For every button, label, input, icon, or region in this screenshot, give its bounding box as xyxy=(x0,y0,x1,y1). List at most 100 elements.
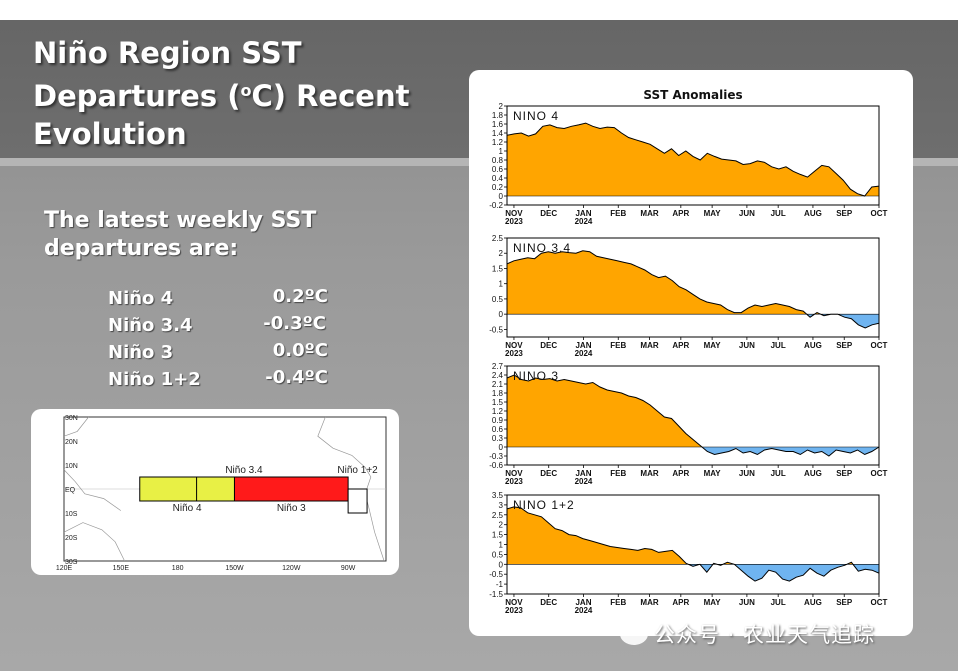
reading-name: Niño 3.4 xyxy=(108,315,193,336)
x-tick-label: FEB xyxy=(610,469,626,478)
reading-nino12: Niño 1+2 -0.4ºC xyxy=(108,367,348,394)
x-tick-label: NOV xyxy=(505,341,523,350)
x-year-label: 2023 xyxy=(505,606,523,615)
y-tick-label: 0.3 xyxy=(492,434,504,443)
watermark: 公众号 · 农业天气追踪 xyxy=(620,619,875,649)
x-tick-label: APR xyxy=(672,598,689,607)
x-tick-label: MAY xyxy=(704,469,722,478)
x-tick-label: JUN xyxy=(739,209,755,218)
x-tick-label: SEP xyxy=(836,209,853,218)
sst-anomalies-chart-panel: SST Anomalies 2 1.8 1.6 1.4 1.2 1 0.8 0.6 0.4 0.2 0… xyxy=(469,70,913,636)
panel-frame xyxy=(506,237,880,338)
region-label: Niño 1+2 xyxy=(337,465,378,476)
region-label: Niño 3 xyxy=(277,503,306,514)
x-tick-label: FEB xyxy=(610,209,626,218)
x-tick-label: MAR xyxy=(640,341,658,350)
reading-nino34: Niño 3.4 -0.3ºC xyxy=(108,313,348,340)
x-tick-label: MAR xyxy=(640,469,658,478)
lat-tick-label: 20N xyxy=(65,439,78,446)
x-year-label: 2024 xyxy=(575,606,593,615)
reading-name: Niño 1+2 xyxy=(108,369,201,390)
x-tick-label: JAN xyxy=(575,209,591,218)
lon-tick-label: 150W xyxy=(225,565,244,572)
x-tick-label: APR xyxy=(672,469,689,478)
reading-value: 0.2ºC xyxy=(272,286,328,307)
watermark-text: 公众号 · 农业天气追踪 xyxy=(654,623,876,647)
x-tick-label: MAY xyxy=(704,209,722,218)
x-tick-label: APR xyxy=(672,341,689,350)
x-tick-label: AUG xyxy=(804,598,822,607)
x-tick-label: MAY xyxy=(704,341,722,350)
negative-anomaly-area xyxy=(507,447,879,456)
x-tick-label: JUN xyxy=(739,598,755,607)
x-tick-label: DEC xyxy=(540,598,557,607)
nino-region-map: Niño 4 Niño 3.4 Niño 3 Niño 1+2 30N 20N 10N EQ 1… xyxy=(56,415,387,572)
y-tick-label: 1 xyxy=(499,541,504,550)
panel-frame xyxy=(506,105,880,206)
y-tick-label: 0.6 xyxy=(492,165,504,174)
y-tick-label: 2.1 xyxy=(492,380,504,389)
x-tick-label: OCT xyxy=(871,209,888,218)
x-tick-label: SEP xyxy=(836,469,853,478)
x-tick-label: NOV xyxy=(505,209,523,218)
anomaly-line xyxy=(506,374,880,457)
x-tick-label: MAR xyxy=(640,598,658,607)
reading-name: Niño 4 xyxy=(108,288,174,309)
slide-title-degree: o xyxy=(240,81,252,100)
lat-tick-label: 10S xyxy=(65,511,78,518)
x-tick-label: APR xyxy=(672,209,689,218)
y-tick-label: 0 xyxy=(499,560,504,569)
y-tick-label: 1.5 xyxy=(492,398,504,407)
y-tick-label: 2 xyxy=(499,521,504,530)
x-year-label: 2024 xyxy=(575,477,593,486)
x-tick-label: NOV xyxy=(505,469,523,478)
lat-tick-label: 20S xyxy=(65,535,78,542)
y-tick-label: 1.5 xyxy=(492,531,504,540)
x-tick-label: FEB xyxy=(610,598,626,607)
y-tick-label: 1.8 xyxy=(492,111,504,120)
reading-nino3: Niño 3 0.0ºC xyxy=(108,340,348,367)
panel-name: NINO 4 xyxy=(513,109,559,123)
positive-anomaly-area xyxy=(507,506,879,565)
x-tick-label: MAY xyxy=(704,598,722,607)
anomaly-line xyxy=(506,506,880,582)
y-tick-label: 0 xyxy=(499,192,504,201)
y-tick-label: 1.5 xyxy=(492,264,504,273)
y-tick-label: 1 xyxy=(499,147,504,156)
coastline xyxy=(63,416,385,562)
y-tick-label: 1.2 xyxy=(492,407,504,416)
x-tick-label: SEP xyxy=(836,341,853,350)
lon-tick-label: 150E xyxy=(113,565,130,572)
y-tick-label: 0.4 xyxy=(492,174,504,183)
x-tick-label: JUL xyxy=(771,598,786,607)
negative-anomaly-area xyxy=(507,564,879,582)
top-strip xyxy=(0,0,958,20)
y-tick-label: -0.6 xyxy=(489,461,503,470)
x-tick-label: AUG xyxy=(804,469,822,478)
x-tick-label: NOV xyxy=(505,598,523,607)
y-tick-label: -0.3 xyxy=(489,452,503,461)
y-tick-label: -1 xyxy=(496,580,504,589)
x-tick-label: FEB xyxy=(610,341,626,350)
x-tick-label: OCT xyxy=(871,341,888,350)
lon-tick-label: 90W xyxy=(341,565,356,572)
reading-nino4: Niño 4 0.2ºC xyxy=(108,286,348,313)
panel-nino3: 2.72.42.11.81.51.20.90.60.30-0.3-0.6NOV2… xyxy=(489,362,887,486)
region-box-nio3 xyxy=(233,476,349,502)
x-year-label: 2023 xyxy=(505,217,523,226)
region-box-nio12 xyxy=(347,488,368,514)
panel-frame xyxy=(506,365,880,466)
x-tick-label: JUL xyxy=(771,341,786,350)
x-tick-label: OCT xyxy=(871,469,888,478)
lat-tick-label: EQ xyxy=(65,487,76,494)
y-tick-label: 0.8 xyxy=(492,156,504,165)
anomaly-line xyxy=(506,250,880,329)
y-tick-label: 1.4 xyxy=(492,129,504,138)
slide-title-pre: Niño Region SST Departures ( xyxy=(33,36,302,113)
reading-value: 0.0ºC xyxy=(272,340,328,361)
y-tick-label: 2.5 xyxy=(492,511,504,520)
x-year-label: 2023 xyxy=(505,349,523,358)
slide-title: Niño Region SST Departures (oC) Recent E… xyxy=(33,34,433,153)
